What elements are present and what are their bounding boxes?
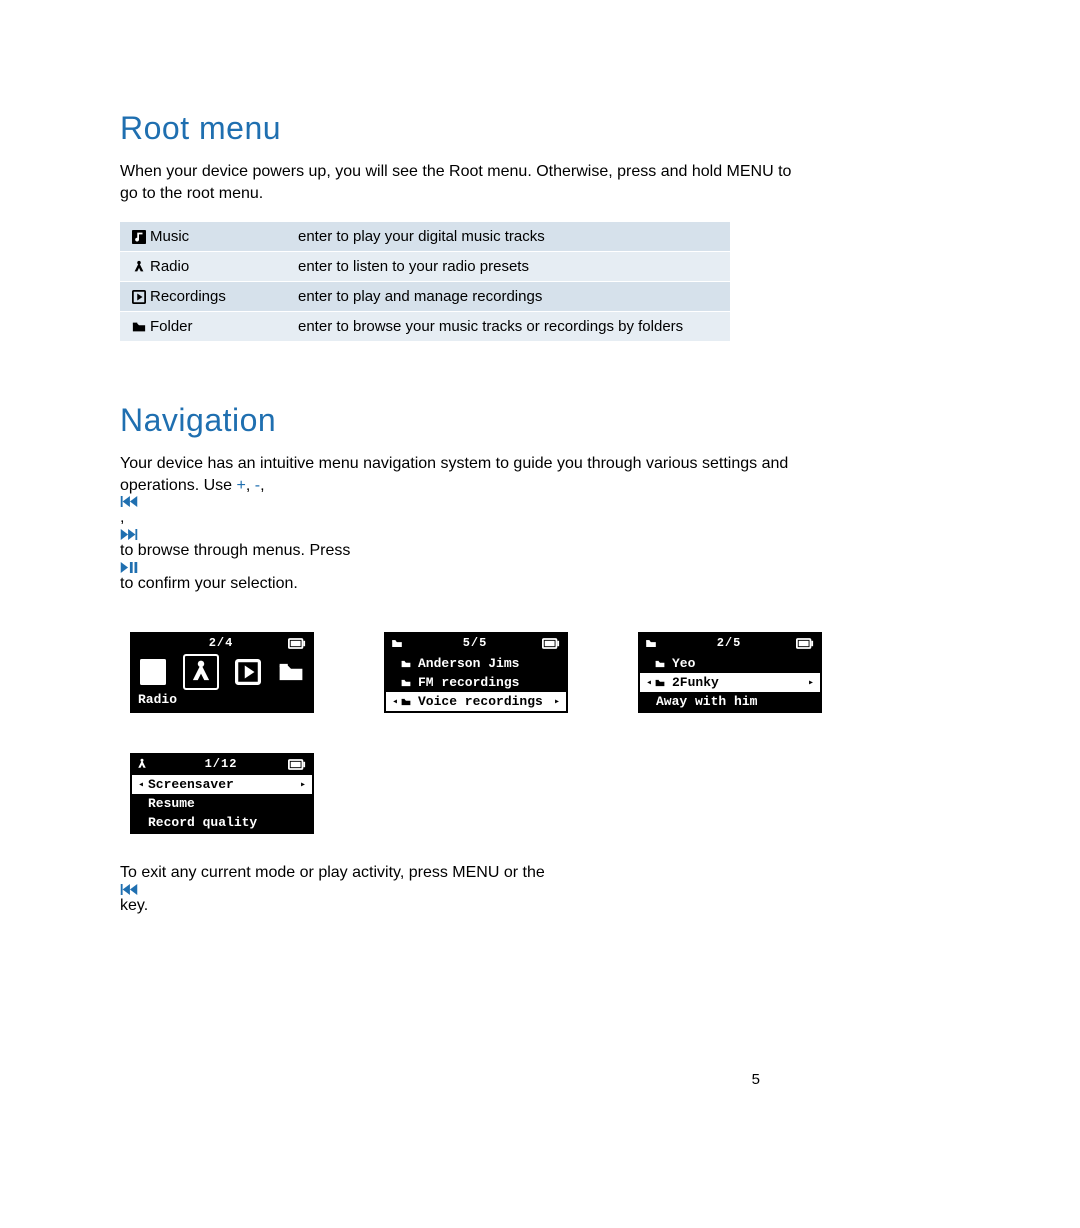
playpause-icon	[120, 562, 138, 573]
feature-name: Radio	[150, 258, 189, 275]
screen-root: 2/4 Radio	[130, 632, 314, 713]
folder-icon	[400, 697, 412, 707]
battery-icon	[542, 638, 560, 649]
rec-icon	[130, 290, 148, 304]
next-icon	[120, 529, 138, 540]
page-number: 5	[752, 1071, 760, 1088]
exit-note: To exit any current mode or play activit…	[120, 862, 800, 916]
root-menu-table: Music enter to play your digital music tr…	[120, 222, 730, 342]
table-row: Music enter to play your digital music tr…	[120, 222, 730, 252]
feature-name: Folder	[150, 318, 193, 335]
screen-root-label: Radio	[132, 690, 312, 711]
navigation-heading: Navigation	[120, 402, 960, 439]
screen-folders: 5/5 Anderson JimsFM recordings◂Voice rec…	[384, 632, 568, 713]
feature-desc: enter to browse your music tracks or rec…	[288, 312, 730, 342]
list-item: ◂2Funky▸	[640, 673, 820, 692]
feature-desc: enter to play your digital music tracks	[288, 222, 730, 252]
battery-icon	[796, 638, 814, 649]
folder-icon	[390, 638, 404, 649]
feature-desc: enter to listen to your radio presets	[288, 252, 730, 282]
recordings-icon	[235, 659, 261, 685]
folder-icon	[278, 659, 304, 685]
list-item: ◂Voice recordings▸	[386, 692, 566, 711]
root-menu-heading: Root menu	[120, 110, 960, 147]
list-item: Resume	[132, 794, 312, 813]
folder-icon	[644, 638, 658, 649]
root-menu-para: When your device powers up, you will see…	[120, 161, 800, 204]
feature-name: Music	[150, 228, 189, 245]
music-icon	[130, 230, 148, 244]
screen-settings-counter: 1/12	[154, 757, 288, 771]
prev-icon	[120, 884, 138, 895]
screen-root-counter: 2/4	[154, 636, 288, 650]
radio-icon	[130, 260, 148, 274]
feature-name: Recordings	[150, 288, 226, 305]
screen-songs: 2/5 Yeo◂2Funky▸Away with him	[638, 632, 822, 713]
folder-icon	[654, 659, 666, 669]
folder-icon	[130, 320, 148, 334]
list-item: Yeo	[640, 654, 820, 673]
radio-icon	[183, 654, 219, 690]
table-row: Radio enter to listen to your radio prese…	[120, 252, 730, 282]
feature-desc: enter to play and manage recordings	[288, 282, 730, 312]
list-item: Anderson Jims	[386, 654, 566, 673]
prev-icon	[120, 496, 138, 507]
screen-settings: 1/12 ◂Screensaver▸ResumeRecord quality	[130, 753, 314, 834]
table-row: Folder enter to browse your music tracks …	[120, 312, 730, 342]
screen-folders-counter: 5/5	[408, 636, 542, 650]
battery-icon	[288, 638, 306, 649]
radio-icon	[136, 758, 148, 770]
navigation-para: Your device has an intuitive menu naviga…	[120, 453, 800, 594]
folder-icon	[654, 678, 666, 688]
table-row: Recordings enter to play and manage recor…	[120, 282, 730, 312]
battery-icon	[288, 759, 306, 770]
folder-icon	[400, 678, 412, 688]
screen-songs-counter: 2/5	[662, 636, 796, 650]
music-icon	[140, 659, 166, 685]
list-item: Record quality	[132, 813, 312, 832]
list-item: FM recordings	[386, 673, 566, 692]
list-item: ◂Screensaver▸	[132, 775, 312, 794]
folder-icon	[400, 659, 412, 669]
device-screens: 2/4 Radio 5/5 Anderson JimsFM recordings…	[130, 632, 960, 834]
list-item: Away with him	[640, 692, 820, 711]
